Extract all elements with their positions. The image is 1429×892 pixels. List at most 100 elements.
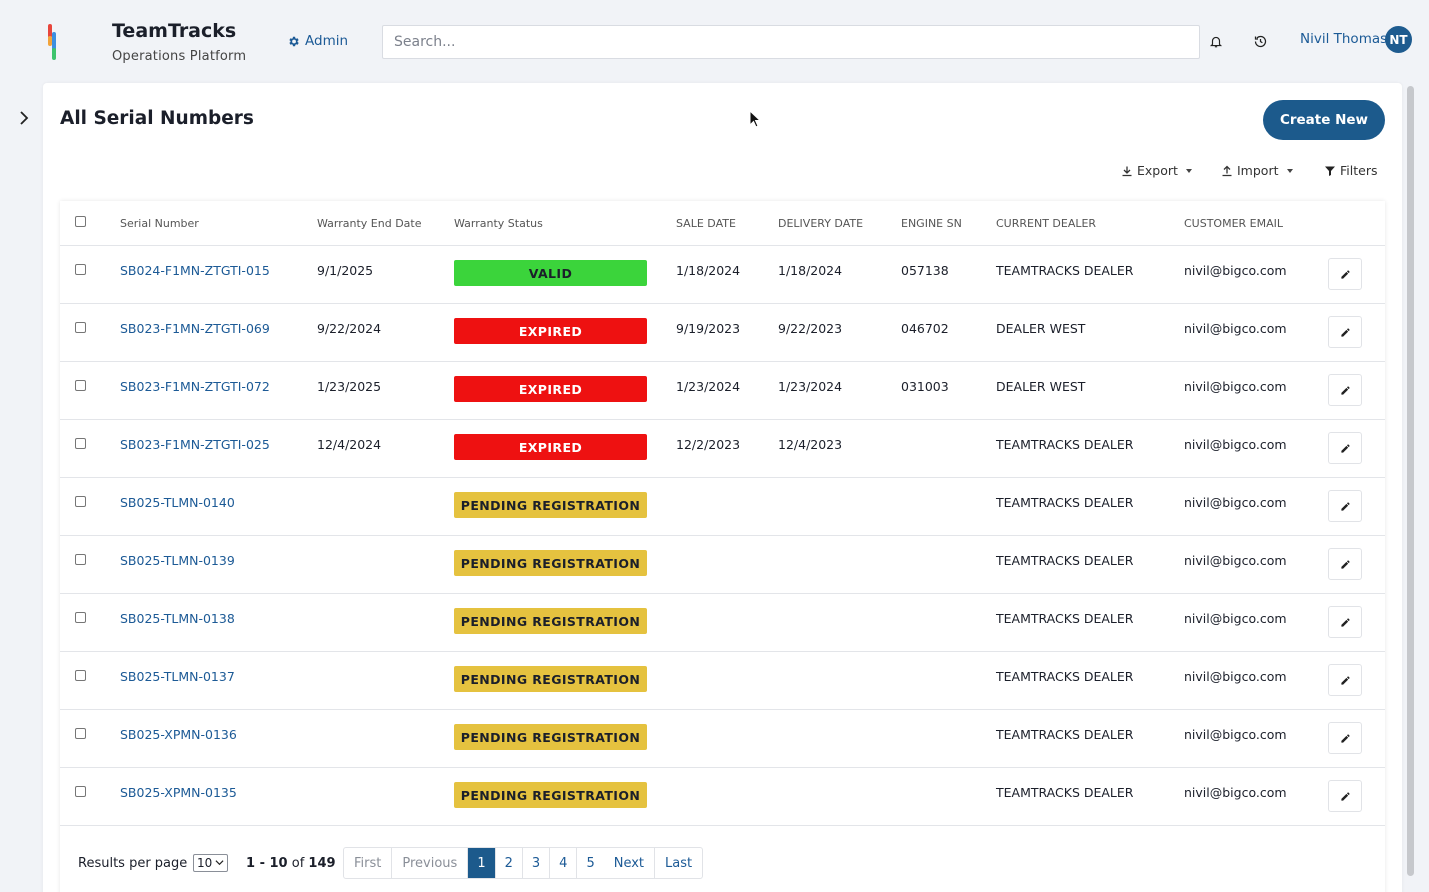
col-warranty-status[interactable]: Warranty Status: [454, 217, 543, 230]
warranty-status-badge: EXPIRED: [454, 434, 647, 460]
current-dealer: DEALER WEST: [996, 379, 1086, 394]
select-all-checkbox[interactable]: [75, 216, 86, 227]
row-checkbox[interactable]: [75, 612, 86, 623]
edit-button[interactable]: [1328, 780, 1362, 812]
serial-number-link[interactable]: SB025-TLMN-0137: [120, 669, 235, 684]
edit-button[interactable]: [1328, 548, 1362, 580]
row-checkbox[interactable]: [75, 380, 86, 391]
import-button[interactable]: Import: [1221, 163, 1293, 178]
row-checkbox[interactable]: [75, 322, 86, 333]
pencil-icon: [1340, 675, 1350, 685]
serial-number-link[interactable]: SB025-TLMN-0139: [120, 553, 235, 568]
import-label: Import: [1237, 163, 1279, 178]
serial-number-link[interactable]: SB025-XPMN-0135: [120, 785, 237, 800]
col-warranty-end-date[interactable]: Warranty End Date: [317, 217, 422, 230]
warranty-status-badge: VALID: [454, 260, 647, 286]
warranty-status-badge: PENDING REGISTRATION: [454, 492, 647, 518]
export-button[interactable]: Export: [1121, 163, 1192, 178]
pencil-icon: [1340, 443, 1350, 453]
current-dealer: TEAMTRACKS DEALER: [996, 611, 1134, 626]
current-dealer: TEAMTRACKS DEALER: [996, 727, 1134, 742]
edit-button[interactable]: [1328, 432, 1362, 464]
page-button-1[interactable]: 1: [468, 848, 496, 878]
results-per-page-select[interactable]: 10: [193, 854, 228, 872]
serial-number-link[interactable]: SB023-F1MN-ZTGTI-072: [120, 379, 270, 394]
col-serial-number[interactable]: Serial Number: [120, 217, 199, 230]
create-new-button[interactable]: Create New: [1263, 100, 1385, 140]
page-button-5[interactable]: 5: [586, 855, 595, 871]
page-button-3[interactable]: 3: [523, 848, 551, 878]
scrollbar-thumb[interactable]: [1407, 86, 1414, 876]
sale-date: 9/19/2023: [676, 321, 741, 336]
serial-number-link[interactable]: SB025-XPMN-0136: [120, 727, 237, 742]
serial-number-link[interactable]: SB023-F1MN-ZTGTI-025: [120, 437, 270, 452]
edit-button[interactable]: [1328, 490, 1362, 522]
row-checkbox[interactable]: [75, 670, 86, 681]
row-checkbox[interactable]: [75, 728, 86, 739]
mouse-cursor-icon: [749, 110, 761, 128]
download-icon: [1122, 166, 1132, 176]
pencil-icon: [1340, 385, 1350, 395]
warranty-end-date: 9/22/2024: [317, 321, 382, 336]
user-name[interactable]: Nivil Thomas: [1300, 31, 1388, 47]
customer-email: nivil@bigco.com: [1184, 495, 1287, 510]
row-checkbox[interactable]: [75, 438, 86, 449]
serial-number-link[interactable]: SB025-TLMN-0140: [120, 495, 235, 510]
warranty-status-badge: PENDING REGISTRATION: [454, 782, 647, 808]
current-dealer: TEAMTRACKS DEALER: [996, 669, 1134, 684]
page-title: All Serial Numbers: [60, 108, 254, 129]
last-page-button[interactable]: Last: [665, 855, 693, 871]
avatar[interactable]: NT: [1385, 26, 1412, 53]
edit-button[interactable]: [1328, 258, 1362, 290]
current-dealer: DEALER WEST: [996, 321, 1086, 336]
serial-number-link[interactable]: SB023-F1MN-ZTGTI-069: [120, 321, 270, 336]
warranty-end-date: 12/4/2024: [317, 437, 382, 452]
sale-date: 1/18/2024: [676, 263, 741, 278]
row-checkbox[interactable]: [75, 554, 86, 565]
first-page-button[interactable]: First: [344, 848, 393, 878]
page-button-2[interactable]: 2: [496, 848, 523, 878]
pencil-icon: [1340, 559, 1350, 569]
col-delivery-date[interactable]: DELIVERY DATE: [778, 217, 864, 230]
table-header: Serial Number Warranty End Date Warranty…: [60, 201, 1385, 246]
table-row: SB023-F1MN-ZTGTI-069 9/22/2024 EXPIRED 9…: [60, 304, 1385, 362]
customer-email: nivil@bigco.com: [1184, 553, 1287, 568]
serial-number-link[interactable]: SB025-TLMN-0138: [120, 611, 235, 626]
current-dealer: TEAMTRACKS DEALER: [996, 785, 1134, 800]
edit-button[interactable]: [1328, 664, 1362, 696]
history-icon[interactable]: [1250, 31, 1270, 51]
table-row: SB025-XPMN-0135 PENDING REGISTRATION TEA…: [60, 768, 1385, 826]
row-checkbox[interactable]: [75, 496, 86, 507]
vertical-scrollbar[interactable]: [1404, 83, 1416, 892]
edit-button[interactable]: [1328, 606, 1362, 638]
row-checkbox[interactable]: [75, 264, 86, 275]
caret-down-icon: [1286, 168, 1293, 173]
col-customer-email[interactable]: CUSTOMER EMAIL: [1184, 217, 1284, 230]
sale-date: 1/23/2024: [676, 379, 741, 394]
current-dealer: TEAMTRACKS DEALER: [996, 553, 1134, 568]
col-current-dealer[interactable]: CURRENT DEALER: [996, 217, 1097, 230]
table-footer: Results per page 10 1 - 10 of 149 First …: [60, 828, 1385, 892]
chevron-right-icon[interactable]: [14, 108, 34, 128]
bell-icon[interactable]: [1206, 31, 1226, 51]
pencil-icon: [1340, 733, 1350, 743]
warranty-end-date: 9/1/2025: [317, 263, 374, 278]
search-input[interactable]: [382, 25, 1200, 59]
serial-number-link[interactable]: SB024-F1MN-ZTGTI-015: [120, 263, 270, 278]
edit-button[interactable]: [1328, 316, 1362, 348]
previous-page-button[interactable]: Previous: [392, 848, 469, 878]
gear-icon: [289, 36, 299, 46]
edit-button[interactable]: [1328, 722, 1362, 754]
page-button-4[interactable]: 4: [550, 848, 578, 878]
edit-button[interactable]: [1328, 374, 1362, 406]
col-sale-date[interactable]: SALE DATE: [676, 217, 736, 230]
row-checkbox[interactable]: [75, 786, 86, 797]
table-row: SB025-TLMN-0138 PENDING REGISTRATION TEA…: [60, 594, 1385, 652]
admin-link[interactable]: Admin: [287, 33, 348, 49]
filters-button[interactable]: Filters: [1324, 163, 1377, 178]
col-engine-sn[interactable]: ENGINE SN: [901, 217, 962, 230]
warranty-status-badge: EXPIRED: [454, 318, 647, 344]
next-page-button[interactable]: Next: [604, 848, 656, 878]
customer-email: nivil@bigco.com: [1184, 611, 1287, 626]
